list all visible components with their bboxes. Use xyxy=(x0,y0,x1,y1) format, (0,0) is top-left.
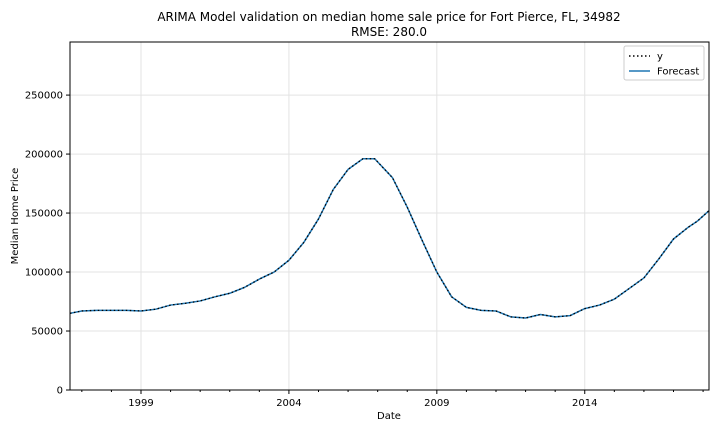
x-axis-label: Date xyxy=(377,411,401,422)
grid-lines xyxy=(70,42,709,391)
y-axis-ticks: 0 50000 100000 150000 200000 250000 xyxy=(25,91,70,397)
x-tick-label: 1999 xyxy=(128,398,153,409)
x-tick-label: 2009 xyxy=(424,398,449,409)
y-tick-label: 200000 xyxy=(25,150,63,161)
y-axis-label: Median Home Price xyxy=(10,168,21,265)
actual-y-line xyxy=(69,158,710,319)
y-tick-label: 100000 xyxy=(25,268,63,279)
y-tick-label: 0 xyxy=(57,386,63,397)
y-tick-label: 50000 xyxy=(31,327,63,338)
chart-title: ARIMA Model validation on median home sa… xyxy=(157,10,620,24)
legend-forecast-label: Forecast xyxy=(657,67,699,78)
chart-subtitle: RMSE: 280.0 xyxy=(351,25,427,39)
plot-frame xyxy=(69,41,710,391)
x-tick-label: 2004 xyxy=(276,398,301,409)
series-lines xyxy=(69,158,710,319)
y-tick-label: 250000 xyxy=(25,91,63,102)
x-axis-ticks: 1999 2004 2009 2014 xyxy=(81,390,704,409)
x-tick-label: 2014 xyxy=(572,398,597,409)
legend-y-label: y xyxy=(657,52,663,63)
y-tick-label: 150000 xyxy=(25,209,63,220)
forecast-line xyxy=(69,158,710,319)
legend: y Forecast xyxy=(623,45,705,81)
